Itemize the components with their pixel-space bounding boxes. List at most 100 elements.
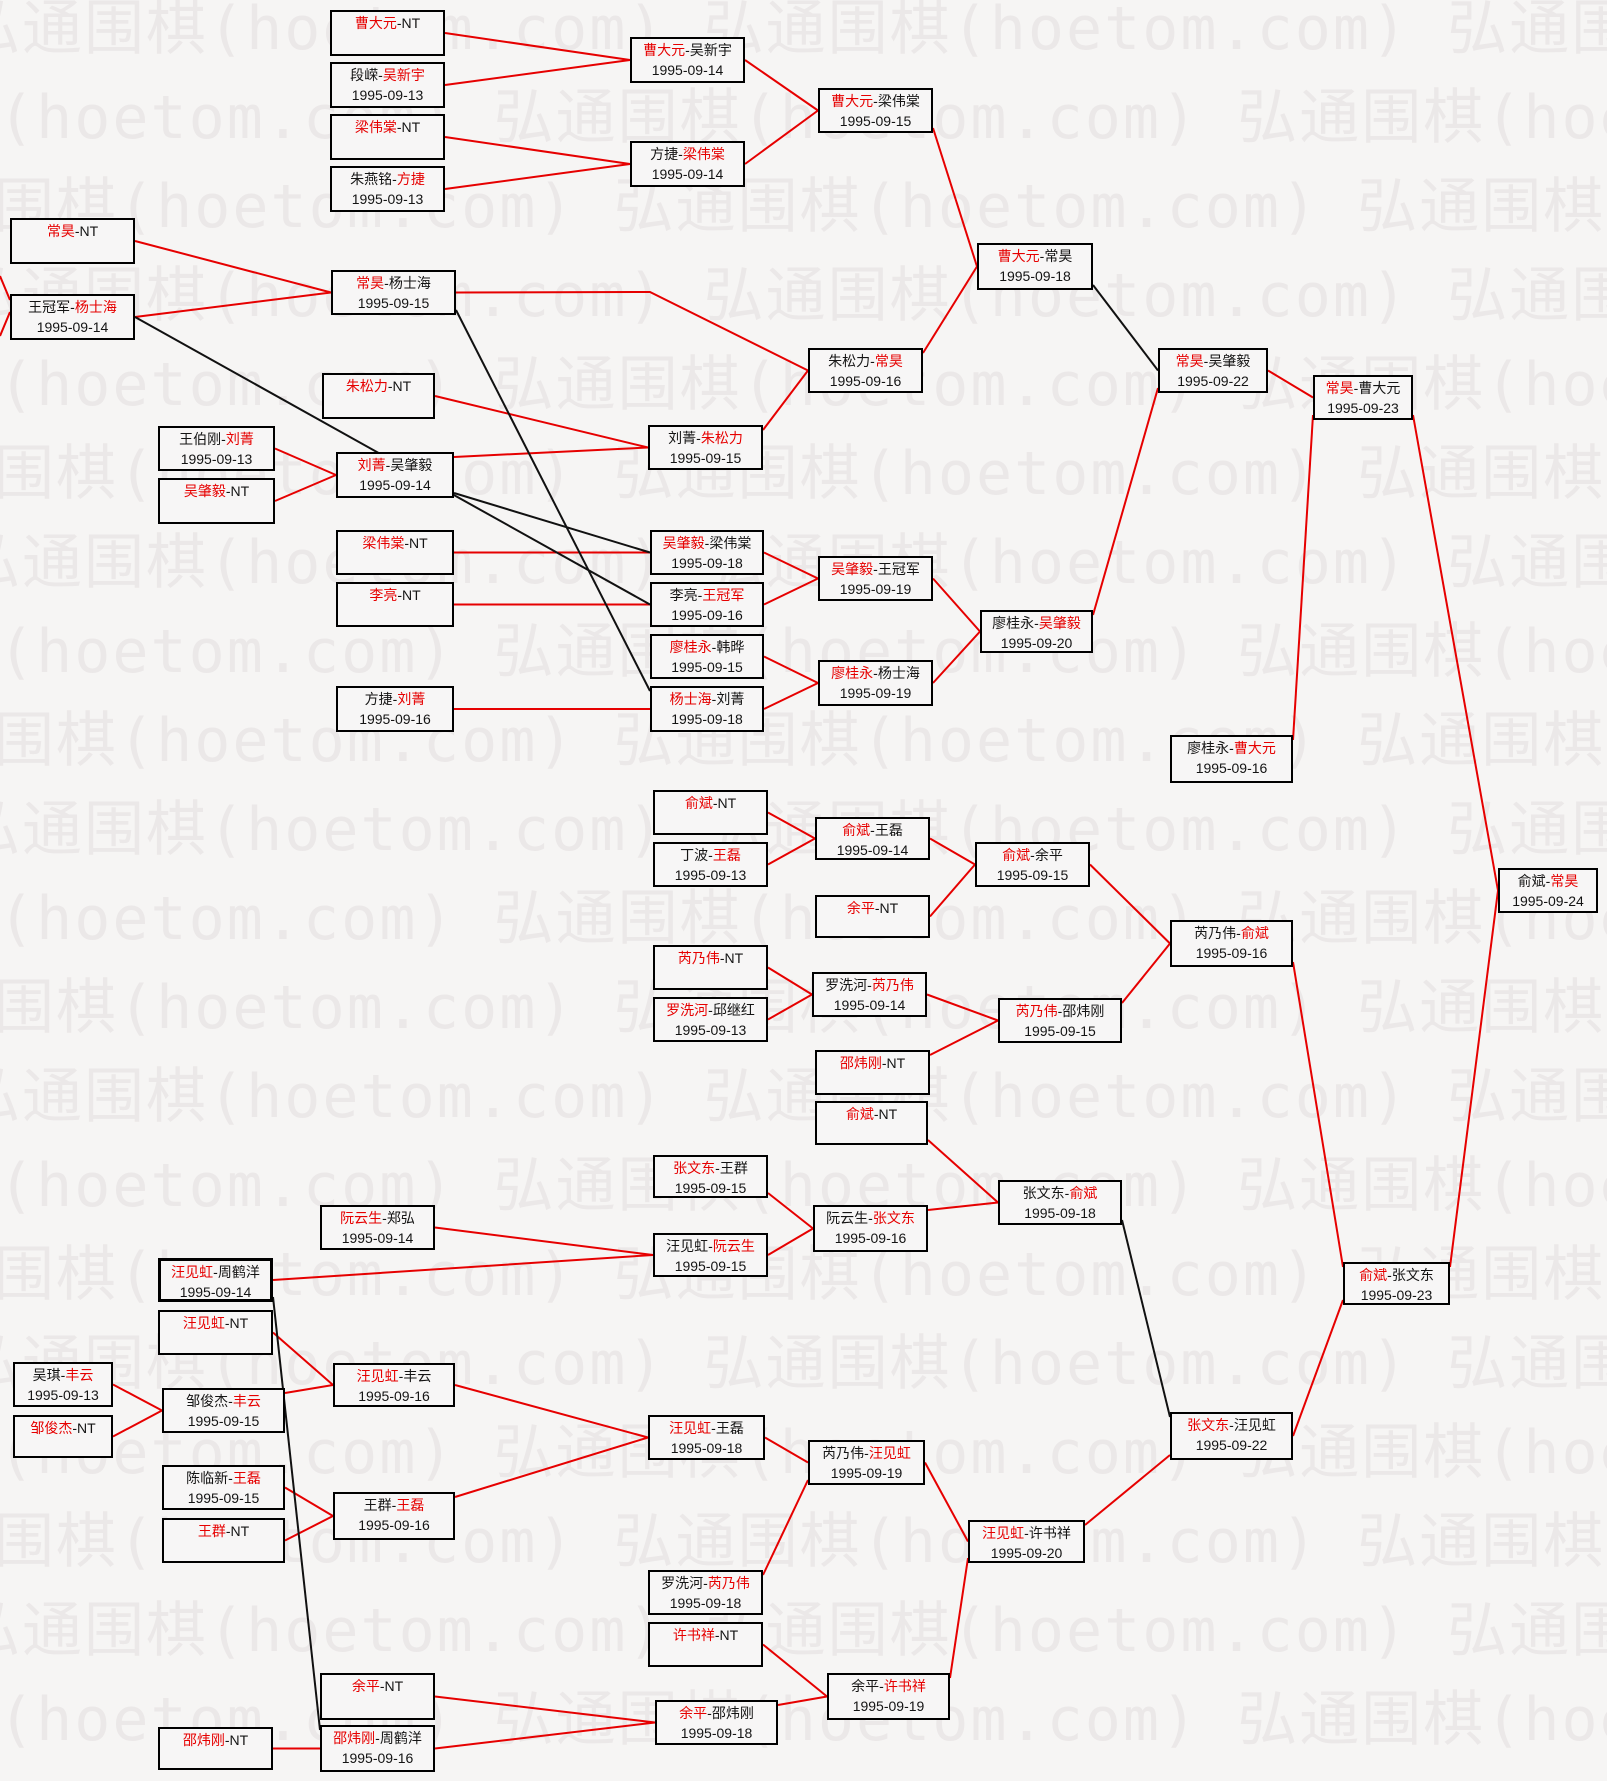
player-right: 郑弘 [386,1210,415,1226]
player-left: 王群 [363,1497,392,1513]
player-right: 王群 [719,1160,748,1176]
match-players: 张文东-俞斌 [1000,1183,1120,1203]
player-left: 邹俊杰 [186,1393,229,1409]
player-separator: - [708,847,713,863]
advance-line [434,1695,656,1724]
match-box-wangNT: 汪见虹-NT [158,1310,273,1355]
match-players: 芮乃伟-NT [655,948,766,968]
match-box-ruiwang: 芮乃伟-汪见虹 1995-09-19 [808,1440,925,1485]
match-box-wangyang: 王冠军-杨士海 1995-09-14 [10,294,135,340]
match-date: 1995-09-18 [680,1725,753,1741]
player-left: 段嵘 [350,67,379,83]
match-box-ruiyu: 芮乃伟-俞斌 1995-09-16 [1170,920,1293,967]
match-box-liangNT2: 梁伟棠-NT [336,530,454,575]
match-players: 汪见虹-NT [160,1313,271,1333]
player-separator: - [708,1238,713,1254]
player-left: 曹大元 [354,15,397,31]
match-players: 邹俊杰-丰云 [164,1391,283,1411]
match-date: 1995-09-16 [358,1517,430,1533]
match-box-yuxu: 余平-许书祥 1995-09-19 [827,1673,950,1720]
advance-line [453,446,649,458]
match-box-caochang: 曹大元-常昊 1995-09-18 [977,243,1093,290]
advance-line [777,1695,828,1706]
match-box-liaoyang: 廖桂永-杨士海 1995-09-19 [818,660,933,706]
player-left: 常昊 [1175,353,1204,369]
player-separator: - [213,1264,218,1280]
player-separator: - [398,1368,404,1384]
player-right: 邵炜刚 [1062,1003,1105,1019]
player-separator: - [708,1002,713,1018]
player-left: 俞斌 [1517,873,1546,889]
advance-line [762,369,809,431]
match-box-shaoNT2: 邵炜刚-NT [158,1727,273,1770]
match-players: 段嵘-吴新宇 [332,65,443,85]
advance-line [763,682,819,710]
match-date: 1995-09-13 [180,451,253,467]
match-players: 常昊-曹大元 [1315,378,1411,398]
advance-line [434,1226,654,1256]
match-box-liuzhu: 刘菁-朱松力 1995-09-15 [648,425,763,470]
player-left: 邵炜刚 [839,1055,882,1071]
player-right: 张文东 [1391,1267,1434,1283]
advance-line [455,290,809,372]
match-date: 1995-09-22 [1177,373,1249,389]
match-box-fangliu: 方捷-刘菁 1995-09-16 [336,686,454,732]
match-players: 李亮-NT [338,585,452,605]
player-left: 俞斌 [842,822,871,838]
match-box-liliangNT: 李亮-NT [336,582,454,627]
match-players: 陈临新-王磊 [164,1468,283,1488]
player-left: 汪见虹 [171,1264,214,1280]
match-box-wuqi: 吴琪-丰云 1995-09-13 [13,1362,113,1407]
player-right: 曹大元 [1358,380,1401,396]
player-left: 曹大元 [997,248,1040,264]
player-right: 刘菁 [397,691,426,707]
advance-line [274,447,337,476]
player-right: 梁伟棠 [682,146,725,162]
player-right: 吴新宇 [382,67,425,83]
match-players: 俞斌-NT [655,793,766,813]
player-left: 汪见虹 [982,1525,1025,1541]
match-box-wuzhaoNT: 吴肇毅-NT [158,478,275,524]
advance-line [929,1019,999,1056]
player-left: 汪见虹 [669,1420,712,1436]
player-right: 王磊 [715,1420,744,1436]
match-players: 曹大元-吴新宇 [632,40,743,60]
player-separator: - [391,1497,397,1513]
player-separator: - [397,587,402,603]
player-separator: - [715,1160,720,1176]
match-box-wuwang2: 吴肇毅-王冠军 1995-09-19 [818,556,933,601]
player-right: 汪见虹 [1233,1417,1276,1433]
match-players: 俞斌-余平 [977,845,1088,865]
advance-line [1092,387,1159,616]
match-box-wangjianwanglei: 汪见虹-王磊 1995-09-18 [648,1415,765,1460]
player-left: 曹大元 [643,42,686,58]
match-box-xuNT: 许书祥-NT [648,1622,763,1667]
player-left: 芮乃伟 [677,950,720,966]
player-right: NT [886,1055,906,1071]
player-separator: - [60,1367,66,1383]
match-box-yubinyuping: 俞斌-余平 1995-09-15 [975,842,1090,887]
player-separator: - [379,1678,385,1694]
match-players: 汪见虹-丰云 [335,1366,453,1386]
match-date: 1995-09-24 [1512,893,1584,909]
player-right: 俞斌 [1069,1185,1098,1201]
player-right: 韩晔 [716,639,745,655]
advance-line [284,1384,334,1394]
player-right: NT [878,1106,898,1122]
advance-line [767,837,816,866]
player-left: 杨士海 [669,691,712,707]
advance-line [763,577,819,606]
player-separator: - [714,1627,720,1643]
advance-line [927,1201,999,1211]
match-players: 余平-许书祥 [829,1676,948,1696]
player-separator: - [392,691,398,707]
match-players: 俞斌-王磊 [817,820,928,840]
player-right: 王磊 [712,847,741,863]
player-separator: - [867,977,872,993]
player-right: 曹大元 [1233,740,1276,756]
advance-line [0,311,11,337]
player-right: NT [401,15,421,31]
match-players: 刘菁-吴肇毅 [338,455,452,475]
player-left: 李亮 [669,587,698,603]
match-players: 廖桂永-曹大元 [1172,738,1291,758]
